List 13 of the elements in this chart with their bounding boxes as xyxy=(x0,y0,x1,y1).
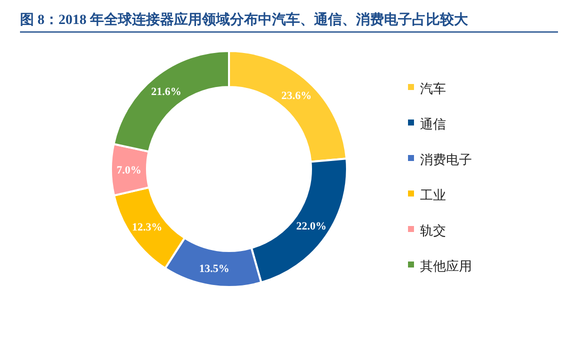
legend-label: 工业 xyxy=(420,188,446,202)
legend-label: 其他应用 xyxy=(420,258,472,274)
data-label: 22.0% xyxy=(296,220,326,233)
title: 图 8：2018 年全球连接器应用领域分布中汽车、通信、消费电子占比较大 xyxy=(20,13,468,28)
data-label: 12.3% xyxy=(132,222,162,234)
legend-label: 汽车 xyxy=(420,81,446,96)
legend-label: 轨交 xyxy=(420,223,446,238)
data-label: 7.0% xyxy=(116,164,142,177)
data-label: 21.6% xyxy=(151,86,182,98)
data-label: 23.6% xyxy=(281,90,312,102)
data-label: 13.5% xyxy=(199,262,230,275)
legend-label: 通信 xyxy=(420,116,446,132)
legend-label: 消费电子 xyxy=(420,152,472,167)
